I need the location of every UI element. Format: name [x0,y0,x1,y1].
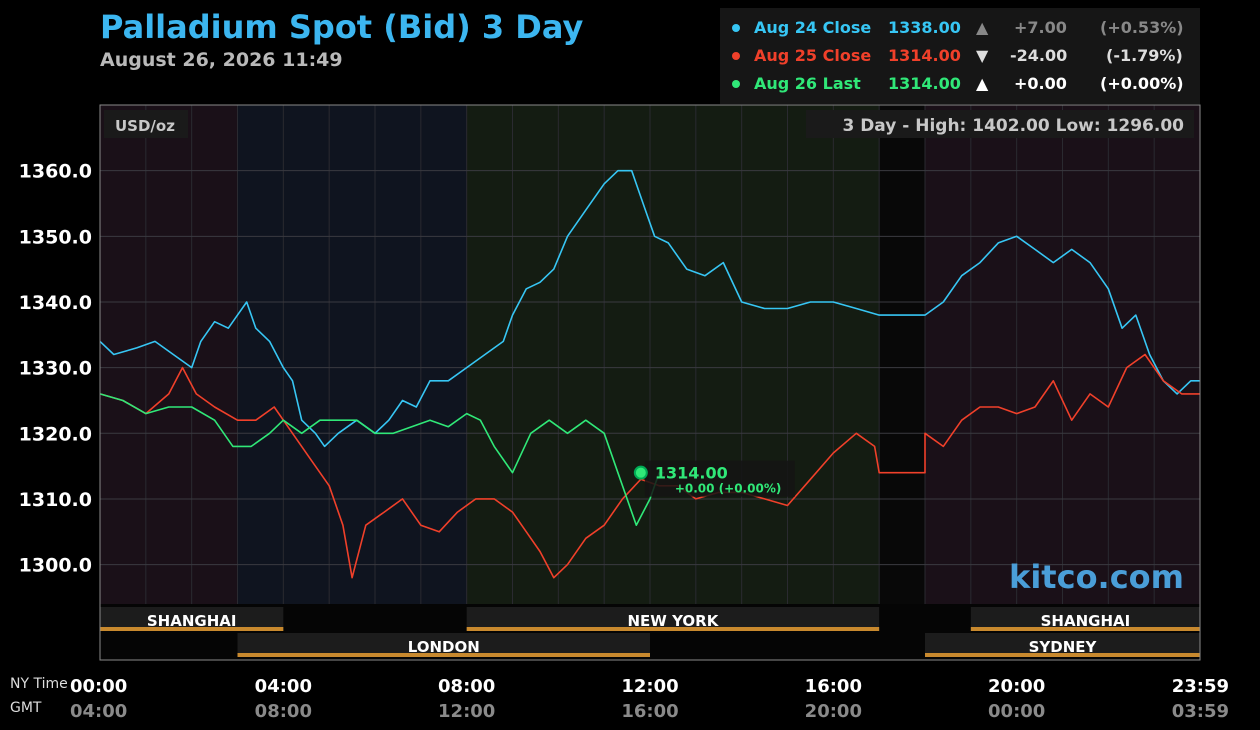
legend-percent: (+0.53%) [1100,18,1184,37]
legend-percent: (-1.79%) [1106,46,1183,65]
last-price-change: +0.00 (+0.00%) [675,482,782,496]
session-bar-underline [925,653,1200,657]
legend-label: Aug 25 Close [754,46,872,65]
x-tick-label-gmt: 08:00 [255,701,312,722]
gmt-row-label: GMT [10,700,42,716]
legend-row-aug24: Aug 24 Close 1338.00 ▲ +7.00 (+0.53%) [720,14,1200,42]
legend-dot-icon [732,24,740,32]
y-tick-label: 1360.0 [19,161,92,183]
chart-timestamp: August 26, 2026 11:49 [100,49,343,71]
legend-arrow-icon: ▼ [976,46,989,65]
plot-border [99,104,1201,661]
legend-change: +0.00 [1014,74,1067,93]
legend-percent: (+0.00%) [1100,74,1184,93]
session-bar-underline [100,627,284,631]
last-price-marker [633,465,648,480]
y-tick-label: 1300.0 [19,555,92,577]
x-tick-label-gmt: 04:00 [70,701,127,722]
x-tick-label-ny: 16:00 [805,676,862,697]
unit-label: USD/oz [115,117,175,135]
unit-label-box [104,110,188,138]
x-tick-label-ny: 04:00 [255,676,312,697]
session-label: SHANGHAI [1041,612,1131,630]
y-tick-label: 1320.0 [19,423,92,445]
series-line [99,353,1200,579]
legend-arrow-icon: ▲ [976,18,989,37]
kitco-watermark: kitco.com [1009,558,1184,596]
session-band [100,105,238,604]
session-band [879,105,925,604]
legend-row-aug25: Aug 25 Close 1314.00 ▼ -24.00 (-1.79%) [720,42,1200,70]
session-band [466,105,880,604]
legend-arrow-icon: ▲ [976,74,989,93]
range-label: 3 Day - High: 1402.00 Low: 1296.00 [842,116,1184,136]
session-bar-underline [237,653,650,657]
legend-value: 1338.00 [888,18,961,37]
legend: Aug 24 Close 1338.00 ▲ +7.00 (+0.53%) Au… [720,8,1200,104]
legend-row-aug26: Aug 26 Last 1314.00 ▲ +0.00 (+0.00%) [720,70,1200,98]
session-bar-underline [970,627,1200,631]
y-tick-label: 1340.0 [19,292,92,314]
x-tick-label-ny: 12:00 [621,676,678,697]
last-price-label: 1314.00 [655,464,728,483]
ny-time-row-label: NY Time [10,676,68,692]
y-tick-label: 1350.0 [19,226,92,248]
session-label: LONDON [408,638,480,656]
chart-title: Palladium Spot (Bid) 3 Day [100,8,584,46]
x-tick-label-ny: 00:00 [70,676,127,697]
legend-label: Aug 26 Last [754,74,861,93]
x-tick-label-gmt: 12:00 [438,701,495,722]
series-line [99,393,664,526]
session-label: NEW YORK [628,612,720,630]
session-label: SHANGHAI [147,612,237,630]
legend-change: -24.00 [1010,46,1068,65]
y-tick-label: 1310.0 [19,489,92,511]
legend-dot-icon [732,80,740,88]
range-label-box [806,110,1194,138]
y-tick-label: 1330.0 [19,358,92,380]
x-tick-label-ny: 23:59 [1172,676,1229,697]
legend-value: 1314.00 [888,46,961,65]
x-tick-label-gmt: 16:00 [621,701,678,722]
legend-change: +7.00 [1014,18,1067,37]
x-tick-label-gmt: 03:59 [1172,701,1229,722]
series-line [99,169,1200,448]
legend-dot-icon [732,52,740,60]
legend-label: Aug 24 Close [754,18,872,37]
x-tick-label-gmt: 00:00 [988,701,1045,722]
x-tick-label-gmt: 20:00 [805,701,862,722]
session-label: SYDNEY [1029,638,1098,656]
session-bar-underline [466,627,880,631]
legend-value: 1314.00 [888,74,961,93]
last-price-box [644,460,795,497]
x-tick-label-ny: 08:00 [438,676,495,697]
x-tick-label-ny: 20:00 [988,676,1045,697]
